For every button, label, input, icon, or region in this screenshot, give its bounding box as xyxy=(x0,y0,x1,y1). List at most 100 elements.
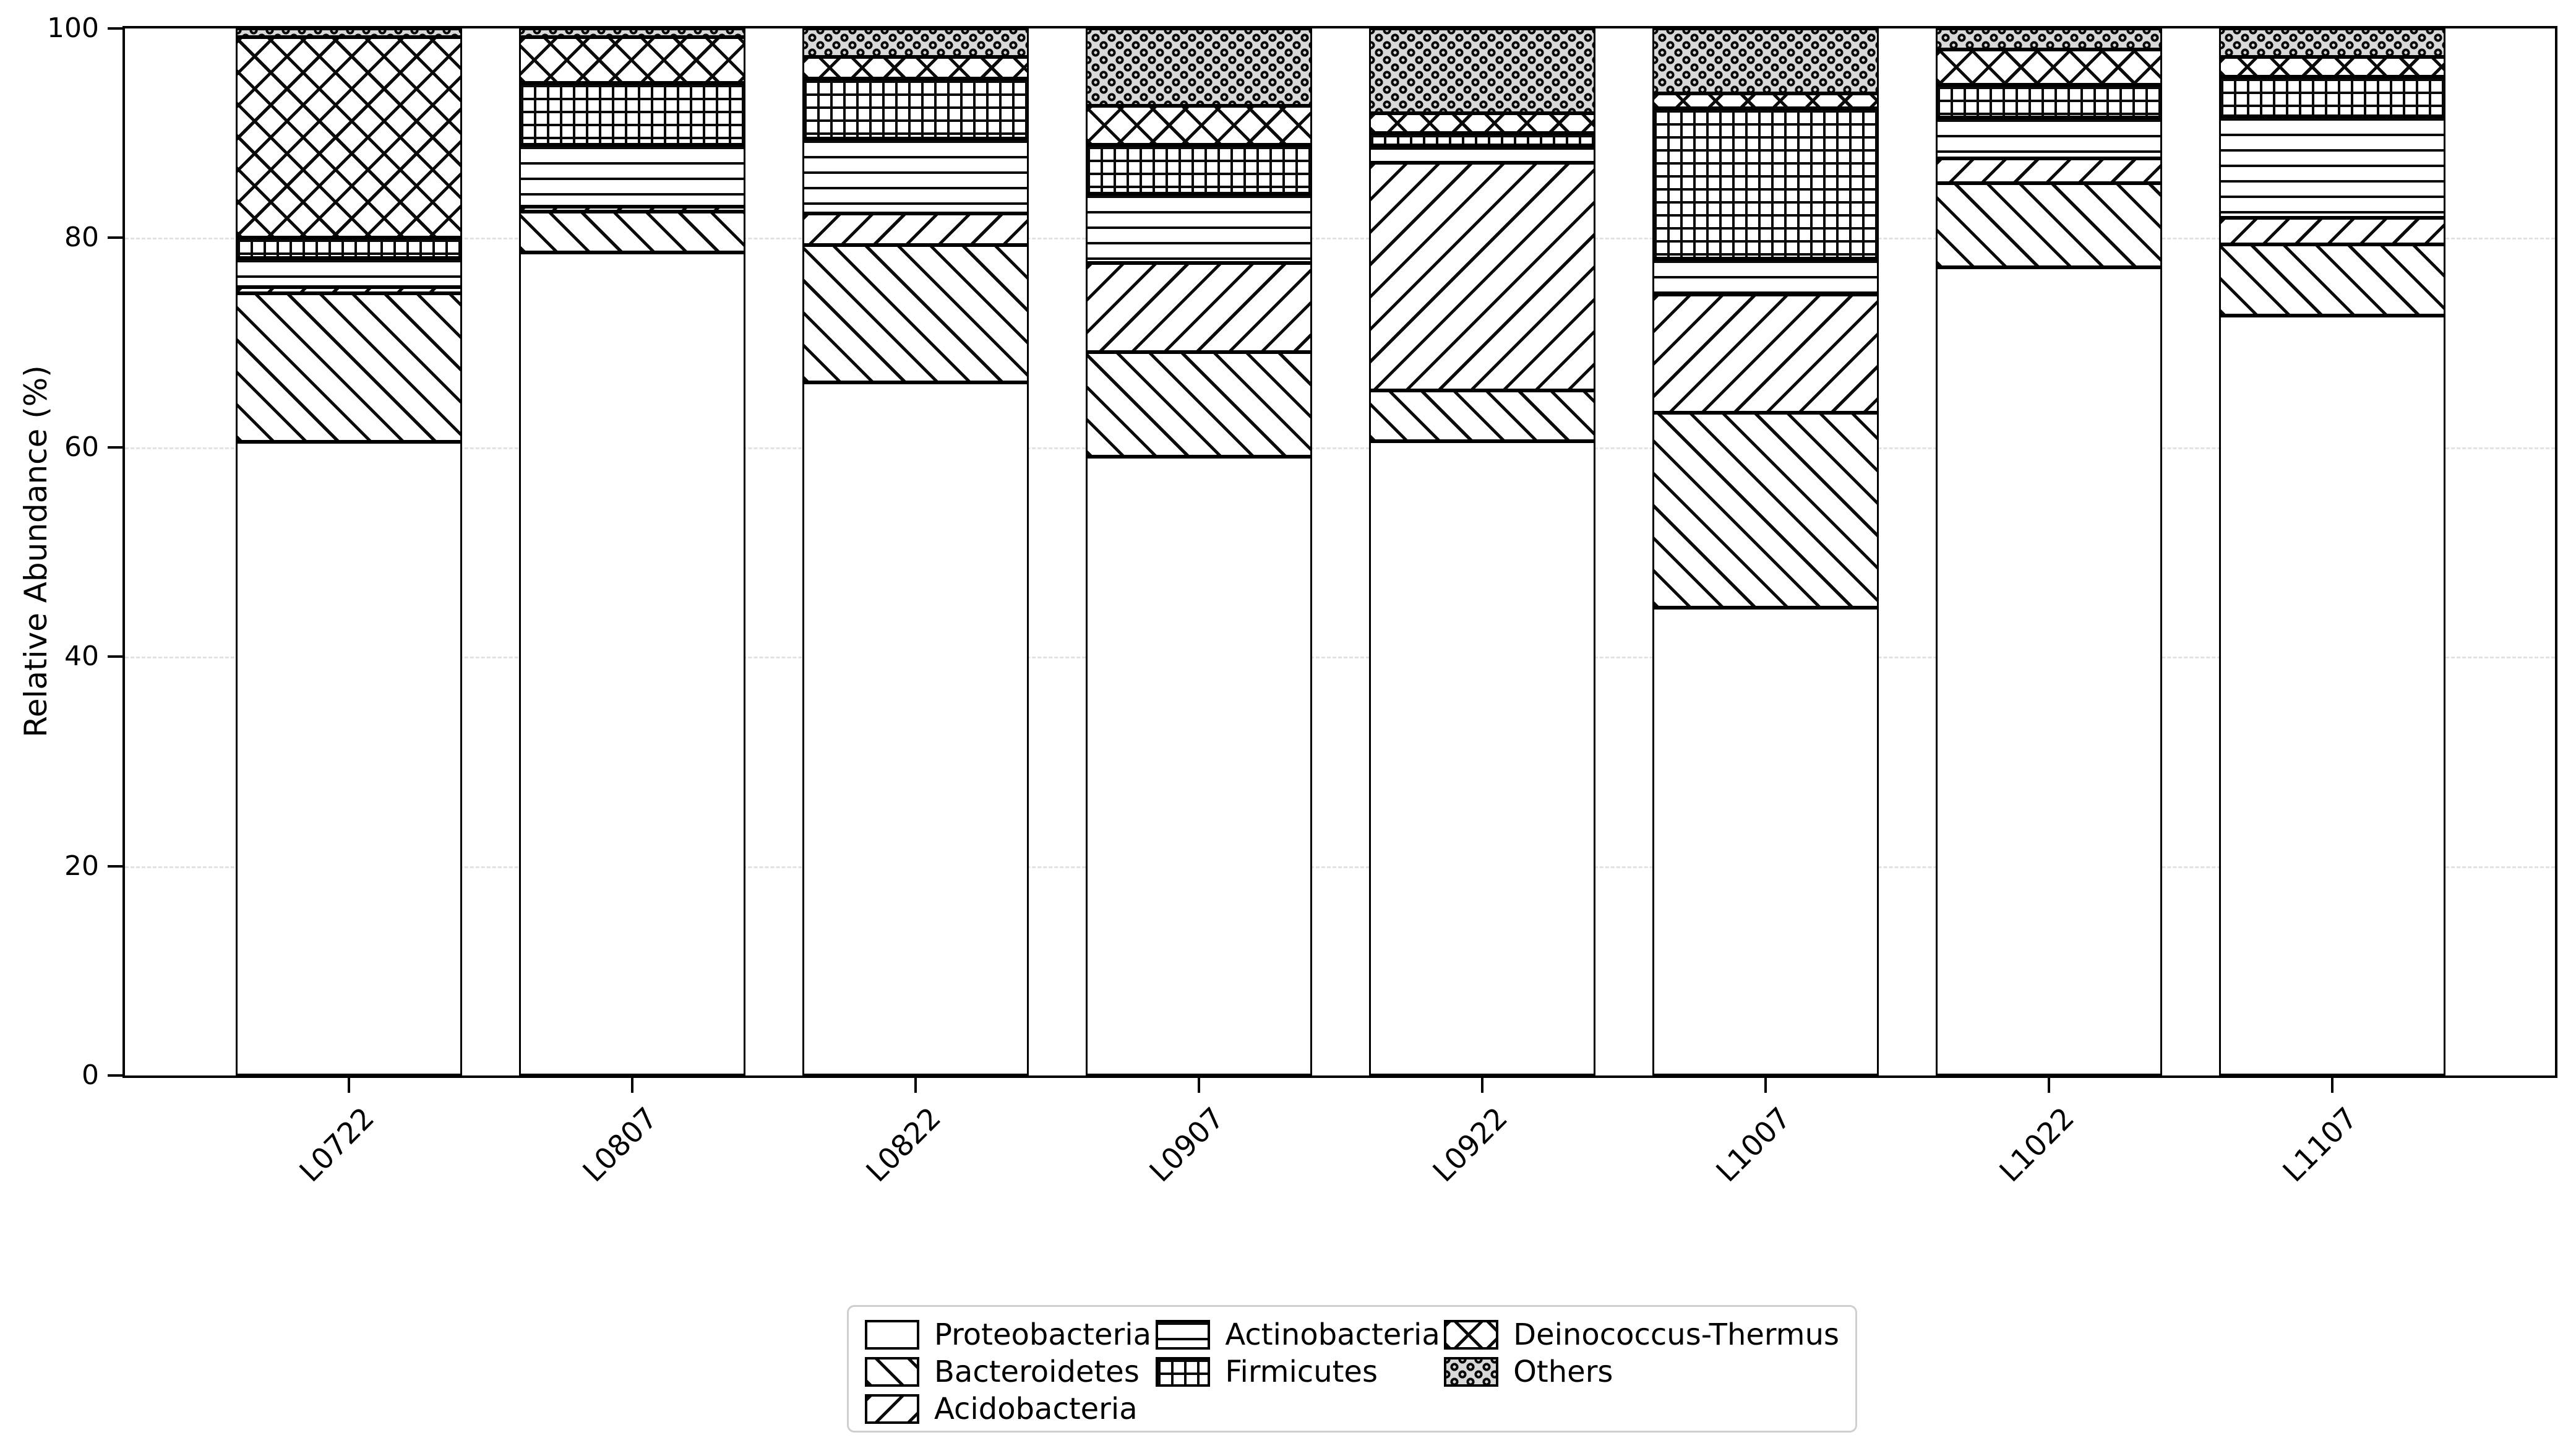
x-tick-mark-L1022 xyxy=(2048,1078,2050,1093)
bar-segment-bacteroidetes-L0907 xyxy=(1086,351,1312,457)
bar-segment-deinococcus-thermus-L0822 xyxy=(802,56,1029,79)
x-tick-mark-L0807 xyxy=(631,1078,633,1093)
bar-segment-actinobacteria-L1007 xyxy=(1652,259,1879,295)
gridline-y-80 xyxy=(125,238,2555,240)
legend-item-actinobacteria: Actinobacteria xyxy=(1156,1319,1444,1350)
bar-segment-others-L1107 xyxy=(2219,28,2445,57)
bar-segment-bacteroidetes-L1022 xyxy=(1936,183,2162,267)
bar-segment-actinobacteria-L0907 xyxy=(1086,194,1312,263)
y-tick-mark-100 xyxy=(108,27,122,30)
bar-segment-others-L0922 xyxy=(1369,28,1595,114)
bar-segment-others-L0807 xyxy=(519,28,745,37)
plot-area xyxy=(122,26,2557,1078)
y-tick-label-60: 60 xyxy=(64,431,99,463)
bar-segment-deinococcus-thermus-L0922 xyxy=(1369,113,1595,134)
y-tick-mark-40 xyxy=(108,655,122,658)
y-tick-mark-60 xyxy=(108,446,122,449)
x-tick-label-L1007: L1007 xyxy=(1710,1101,1798,1189)
bar-segment-others-L1022 xyxy=(1936,28,2162,50)
bar-segment-proteobacteria-L0922 xyxy=(1369,441,1595,1075)
bar-segment-firmicutes-L0807 xyxy=(519,82,745,145)
x-tick-mark-L0722 xyxy=(348,1078,350,1093)
gridline-y-40 xyxy=(125,657,2555,659)
bar-segment-proteobacteria-L1022 xyxy=(1936,267,2162,1075)
legend-item-label: Bacteroidetes xyxy=(934,1355,1140,1389)
legend-item-label: Deinococcus-Thermus xyxy=(1513,1317,1839,1352)
bar-segment-deinococcus-thermus-L0907 xyxy=(1086,106,1312,145)
gridline-y-20 xyxy=(125,866,2555,868)
bar-segment-others-L1007 xyxy=(1652,28,1879,93)
x-tick-label-L0907: L0907 xyxy=(1143,1101,1232,1189)
bar-L0907 xyxy=(1086,28,1312,1075)
x-tick-label-L1107: L1107 xyxy=(2277,1101,2365,1189)
y-tick-mark-20 xyxy=(108,864,122,868)
bar-L0722 xyxy=(236,28,462,1075)
bar-segment-bacteroidetes-L0722 xyxy=(236,293,462,442)
acidobacteria-swatch-icon xyxy=(865,1394,919,1424)
bar-segment-actinobacteria-L1107 xyxy=(2219,116,2445,218)
bar-segment-firmicutes-L0722 xyxy=(236,238,462,258)
bar-segment-actinobacteria-L0722 xyxy=(236,257,462,287)
bar-segment-deinococcus-thermus-L1107 xyxy=(2219,56,2445,77)
legend-column: Proteobacteria Bacteroidetes Acidobacter… xyxy=(865,1319,1156,1424)
legend-item-proteobacteria: Proteobacteria xyxy=(865,1319,1156,1350)
bar-segment-acidobacteria-L0907 xyxy=(1086,262,1312,352)
bar-segment-firmicutes-L1007 xyxy=(1652,108,1879,259)
legend-item-acidobacteria: Acidobacteria xyxy=(865,1394,1156,1424)
bar-segment-actinobacteria-L1022 xyxy=(1936,117,2162,158)
bar-segment-acidobacteria-L1107 xyxy=(2219,218,2445,244)
bar-segment-firmicutes-L1022 xyxy=(1936,85,2162,118)
firmicutes-swatch-icon xyxy=(1156,1357,1211,1387)
bar-segment-acidobacteria-L0807 xyxy=(519,206,745,212)
legend-item-label: Others xyxy=(1513,1355,1613,1389)
others-swatch-icon xyxy=(1444,1357,1499,1387)
bar-segment-bacteroidetes-L1007 xyxy=(1652,412,1879,608)
legend-column: Actinobacteria Firmicutes xyxy=(1156,1319,1444,1387)
bar-segment-firmicutes-L0922 xyxy=(1369,133,1595,146)
bar-L1107 xyxy=(2219,28,2445,1075)
bar-segment-firmicutes-L0822 xyxy=(802,79,1029,139)
y-tick-mark-80 xyxy=(108,236,122,239)
bar-segment-acidobacteria-L1007 xyxy=(1652,294,1879,413)
x-tick-mark-L1107 xyxy=(2331,1078,2333,1093)
y-tick-label-0: 0 xyxy=(82,1059,99,1091)
x-tick-mark-L0822 xyxy=(914,1078,917,1093)
bar-segment-bacteroidetes-L0822 xyxy=(802,245,1029,382)
bar-segment-others-L0822 xyxy=(802,28,1029,57)
x-tick-mark-L0922 xyxy=(1481,1078,1483,1093)
legend: Proteobacteria Bacteroidetes Acidobacter… xyxy=(847,1305,1857,1433)
bar-segment-others-L0722 xyxy=(236,28,462,37)
bar-L0807 xyxy=(519,28,745,1075)
legend-item-bacteroidetes: Bacteroidetes xyxy=(865,1356,1156,1387)
legend-item-deinococcus-thermus: Deinococcus-Thermus xyxy=(1444,1319,1839,1350)
x-tick-label-L1022: L1022 xyxy=(1993,1101,2082,1189)
bar-segment-acidobacteria-L1022 xyxy=(1936,158,2162,184)
bar-segment-proteobacteria-L1107 xyxy=(2219,315,2445,1075)
deinococcus-thermus-swatch-icon xyxy=(1444,1320,1499,1350)
y-axis-label: Relative Abundance (%) xyxy=(18,365,54,738)
x-tick-label-L0922: L0922 xyxy=(1427,1101,1515,1189)
bar-segment-actinobacteria-L0807 xyxy=(519,144,745,207)
y-tick-mark-0 xyxy=(108,1074,122,1077)
bacteroidetes-swatch-icon xyxy=(865,1357,919,1387)
bar-segment-acidobacteria-L0722 xyxy=(236,287,462,294)
bar-segment-actinobacteria-L0922 xyxy=(1369,145,1595,163)
actinobacteria-swatch-icon xyxy=(1156,1320,1211,1350)
legend-item-firmicutes: Firmicutes xyxy=(1156,1356,1444,1387)
bar-segment-firmicutes-L0907 xyxy=(1086,144,1312,194)
bar-segment-proteobacteria-L0722 xyxy=(236,442,462,1075)
bar-L1022 xyxy=(1936,28,2162,1075)
bar-segment-proteobacteria-L0822 xyxy=(802,382,1029,1075)
y-tick-label-100: 100 xyxy=(47,12,99,44)
bar-segment-proteobacteria-L0907 xyxy=(1086,456,1312,1075)
x-tick-label-L0807: L0807 xyxy=(577,1101,665,1189)
bar-L1007 xyxy=(1652,28,1879,1075)
legend-column: Deinococcus-Thermus Others xyxy=(1444,1319,1839,1387)
legend-item-label: Acidobacteria xyxy=(934,1392,1138,1426)
legend-item-label: Actinobacteria xyxy=(1225,1317,1440,1352)
bar-segment-bacteroidetes-L0922 xyxy=(1369,390,1595,441)
x-tick-mark-L0907 xyxy=(1198,1078,1200,1093)
legend-item-label: Firmicutes xyxy=(1225,1355,1378,1389)
gridline-y-60 xyxy=(125,447,2555,449)
bar-segment-deinococcus-thermus-L1022 xyxy=(1936,49,2162,85)
